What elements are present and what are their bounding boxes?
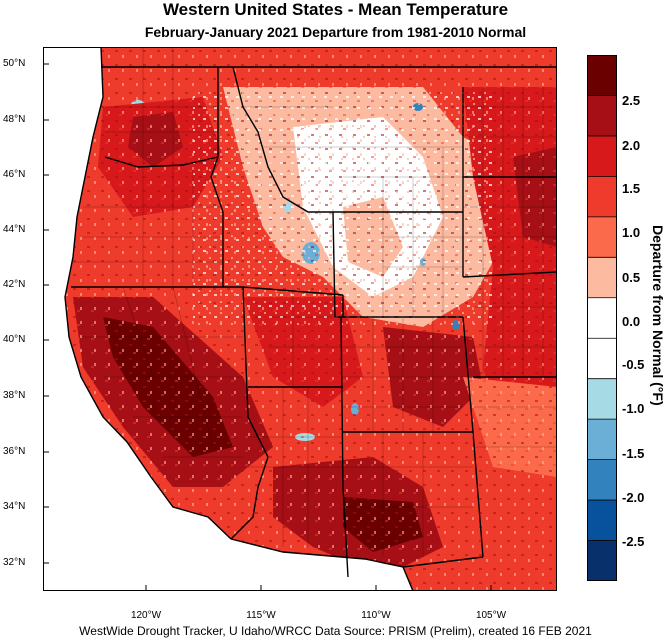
lat-label: 38°N	[3, 390, 26, 401]
colorbar-tick-label: -0.5	[622, 357, 645, 372]
colorbar-swatch	[587, 135, 617, 177]
colorbar-frame	[587, 55, 617, 581]
colorbar-swatch	[587, 257, 617, 299]
colorbar-swatch	[587, 216, 617, 258]
colorbar-title-text: Departure from Normal (°F)	[650, 225, 666, 406]
lat-label: 46°N	[3, 169, 26, 180]
anomaly-map	[43, 47, 557, 591]
county-borders	[73, 47, 557, 557]
colorbar-swatch	[587, 378, 617, 420]
colorbar-swatch	[587, 55, 617, 96]
colorbar-swatch	[587, 459, 617, 501]
lon-label: 120°W	[130, 610, 162, 621]
lon-label: 115°W	[246, 610, 276, 621]
colorbar-swatch	[587, 500, 617, 542]
lon-label: 105°W	[475, 610, 507, 621]
lat-label: 50°N	[3, 58, 26, 69]
map-title: Western United States - Mean Temperature	[162, 0, 509, 19]
lat-label: 42°N	[3, 279, 26, 290]
colorbar-tick-label: 2.0	[622, 138, 641, 153]
lat-label: 36°N	[3, 446, 26, 457]
map-subtitle: February-January 2021 Departure from 198…	[144, 24, 527, 40]
lat-label: 40°N	[3, 334, 26, 345]
anomaly-fill	[65, 47, 557, 591]
lat-label: 44°N	[3, 224, 26, 235]
colorbar-tick-label: -2.5	[622, 534, 645, 549]
colorbar-swatch	[587, 176, 617, 218]
footer-credit: WestWide Drought Tracker, U Idaho/WRCC D…	[79, 624, 592, 638]
colorbar-title: Departure from Normal (°F)	[650, 225, 666, 406]
colorbar-tick-label: 1.0	[622, 225, 641, 240]
colorbar-tick-label: -2.0	[622, 490, 645, 505]
colorbar-swatch	[587, 95, 617, 137]
colorbar	[587, 55, 617, 581]
lat-label: 32°N	[3, 557, 26, 568]
colorbar-swatch	[587, 540, 617, 581]
colorbar-tick-label: 0.0	[622, 314, 641, 329]
lat-label: 48°N	[3, 114, 26, 125]
axis-ticks	[43, 63, 492, 591]
colorbar-swatch	[587, 297, 617, 339]
colorbar-tick-label: 2.5	[622, 93, 641, 108]
lat-label: 34°N	[3, 501, 26, 512]
colorbar-tick-label: 0.5	[622, 270, 641, 285]
colorbar-swatch	[587, 419, 617, 461]
colorbar-tick-label: 1.5	[622, 181, 641, 196]
colorbar-tick-label: -1.5	[622, 446, 645, 461]
colorbar-swatch	[587, 338, 617, 380]
lon-label: 110°W	[361, 610, 391, 621]
colorbar-tick-label: -1.0	[622, 401, 645, 416]
